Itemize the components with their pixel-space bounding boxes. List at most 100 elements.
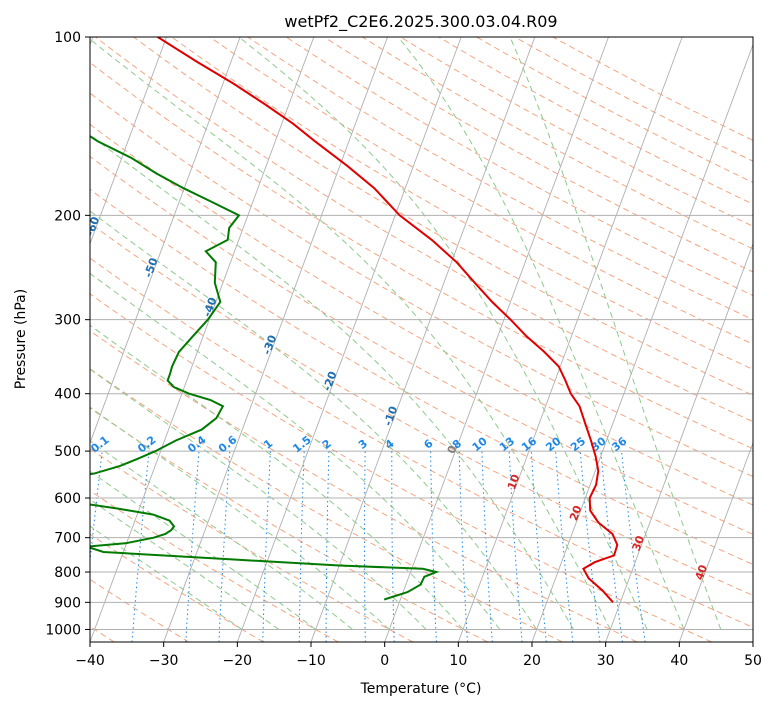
- moist-adiabat-line: [90, 406, 390, 630]
- moist-adiabat-line: [397, 37, 685, 630]
- mixing-ratio-line: [579, 451, 601, 642]
- dry-adiabat-line: [514, 37, 753, 162]
- moist-adiabat-line: [90, 525, 243, 630]
- dry-adiabat-line: [400, 37, 753, 227]
- dewpoint-profile-line: [90, 134, 440, 601]
- dry-adiabat-line: [362, 37, 753, 250]
- y-tick-label: 200: [54, 208, 81, 224]
- isotherm-line: [752, 640, 753, 642]
- mixing-ratio-label: 0.1: [88, 433, 111, 455]
- x-axis: −40 −30 −20 −10 0 10 20 30 40 50: [75, 642, 762, 669]
- isotherm-line: [457, 37, 683, 642]
- isotherm-line: [384, 37, 609, 642]
- x-tick-label: 40: [670, 653, 688, 669]
- moist-adiabat-line: [90, 324, 464, 630]
- mixing-ratio-line: [508, 451, 523, 642]
- isotherm-line: [310, 37, 536, 642]
- x-axis-label: Temperature (°C): [360, 681, 482, 697]
- isotherm-label: 40: [693, 563, 711, 582]
- mixing-ratio-line: [218, 451, 231, 642]
- dry-adiabat-line: [90, 293, 712, 642]
- mixing-ratio-line: [325, 451, 330, 642]
- moist-adiabat-line: [90, 38, 611, 630]
- dry-adiabat-line: [209, 37, 753, 345]
- dry-adiabat-line: [90, 490, 339, 642]
- y-tick-label: 900: [54, 595, 81, 611]
- isotherm-line: [605, 242, 753, 642]
- y-tick-label: 100: [54, 30, 81, 46]
- y-axis-label: Pressure (hPa): [13, 289, 29, 389]
- moist-adiabat-line: [90, 272, 501, 630]
- mixing-ratio-label: 4: [383, 437, 397, 452]
- mixing-ratio-line: [364, 451, 366, 642]
- mixing-ratio-line: [298, 451, 305, 642]
- isotherm-line: [531, 43, 753, 642]
- background-lines: [90, 37, 753, 642]
- x-tick-label: 30: [597, 653, 615, 669]
- temperature-profile-line: [157, 37, 619, 603]
- y-tick-label: 800: [54, 565, 81, 581]
- mixing-ratio-line: [555, 451, 574, 642]
- isotherm-line: [236, 37, 462, 642]
- y-tick-label: 600: [54, 491, 81, 507]
- moist-adiabat-line: [90, 210, 538, 630]
- isotherm-label: 10: [505, 472, 523, 491]
- moist-adiabat-line: [90, 134, 574, 630]
- x-tick-label: 0: [380, 653, 389, 669]
- dry-adiabat-line: [90, 368, 563, 642]
- moist-adiabat-line: [90, 498, 280, 630]
- dry-adiabat-line: [90, 222, 753, 597]
- moist-adiabat-line: [90, 470, 316, 630]
- mixing-ratio-label: 3: [356, 437, 370, 452]
- mixing-ratio-line: [430, 451, 437, 642]
- mixing-ratio-line: [131, 451, 150, 642]
- mixing-ratio-line: [481, 451, 493, 642]
- x-tick-label: −10: [296, 653, 326, 669]
- moist-adiabat-line: [90, 440, 353, 630]
- dry-adiabat-line: [90, 188, 753, 566]
- pressure-grid: [90, 37, 753, 630]
- dry-adiabat-line: [90, 407, 488, 642]
- x-tick-label: −30: [149, 653, 179, 669]
- sounding-profiles: [90, 37, 619, 603]
- plot-frame: [89, 36, 754, 643]
- isotherm-line: [90, 37, 167, 246]
- mixing-ratio-line: [458, 451, 468, 642]
- dry-adiabat-line: [90, 330, 638, 642]
- x-tick-label: −40: [75, 653, 105, 669]
- dry-adiabat-line: [90, 92, 753, 478]
- moist-adiabat-line: [90, 368, 427, 630]
- mixing-ratio-label: 2: [320, 437, 334, 452]
- mixing-ratio-line: [530, 451, 547, 642]
- mixing-ratio-line: [262, 451, 271, 642]
- y-tick-label: 300: [54, 313, 81, 329]
- mixing-ratio-line: [185, 451, 200, 642]
- dry-adiabat-line: [90, 533, 264, 642]
- dry-adiabat-line: [90, 61, 753, 450]
- isotherm-line: [678, 441, 753, 642]
- dry-adiabat-line: [552, 37, 753, 141]
- isotherm-line: [90, 37, 315, 642]
- dry-adiabat-line: [323, 37, 753, 273]
- dry-adiabat-line: [90, 448, 414, 642]
- y-tick-label: 700: [54, 531, 81, 547]
- mixing-ratio-label: 0.4: [185, 433, 209, 455]
- dry-adiabat-line: [90, 257, 753, 628]
- y-tick-label: 500: [54, 444, 81, 460]
- dry-adiabat-line: [90, 123, 753, 506]
- isotherm-label: 20: [567, 503, 585, 522]
- y-tick-label: 1000: [45, 622, 81, 638]
- mixing-ratio-line: [391, 451, 395, 642]
- x-tick-label: −20: [223, 653, 253, 669]
- mixing-ratio-label: 0.6: [216, 433, 240, 455]
- isotherm-label: 30: [630, 534, 648, 553]
- isotherm-line: [90, 37, 241, 445]
- x-tick-label: 50: [744, 653, 762, 669]
- dry-adiabat-line: [285, 37, 753, 297]
- y-axis: 100 200 300 400 500 600 700 800 900 1000: [45, 30, 90, 638]
- isotherm-line: [163, 37, 388, 642]
- y-tick-label: 400: [54, 387, 81, 403]
- dry-adiabat-line: [476, 37, 753, 184]
